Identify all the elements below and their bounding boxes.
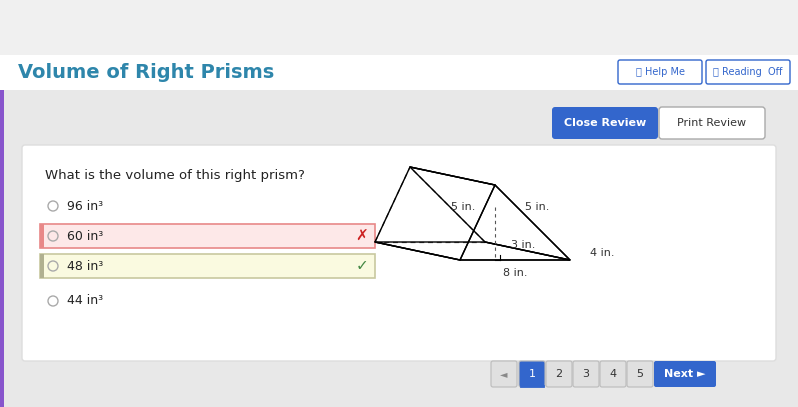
FancyBboxPatch shape <box>0 0 798 55</box>
Text: Next ►: Next ► <box>664 369 705 379</box>
FancyBboxPatch shape <box>22 145 776 361</box>
Text: Volume of Right Prisms: Volume of Right Prisms <box>18 63 275 83</box>
FancyBboxPatch shape <box>40 254 375 278</box>
Text: Close Review: Close Review <box>564 118 646 128</box>
FancyBboxPatch shape <box>627 361 653 387</box>
Text: 60 in³: 60 in³ <box>67 230 103 243</box>
Text: 1: 1 <box>528 369 535 379</box>
Text: ◄: ◄ <box>500 369 508 379</box>
FancyBboxPatch shape <box>552 107 658 139</box>
FancyBboxPatch shape <box>519 361 545 387</box>
FancyBboxPatch shape <box>654 361 716 387</box>
Text: 44 in³: 44 in³ <box>67 295 103 308</box>
Text: What is the volume of this right prism?: What is the volume of this right prism? <box>45 169 305 182</box>
FancyBboxPatch shape <box>573 361 599 387</box>
FancyBboxPatch shape <box>546 361 572 387</box>
Text: 🎧 Reading  Off: 🎧 Reading Off <box>713 67 783 77</box>
Text: ✗: ✗ <box>356 228 369 243</box>
FancyBboxPatch shape <box>618 60 702 84</box>
Text: 2: 2 <box>555 369 563 379</box>
FancyBboxPatch shape <box>40 224 375 248</box>
FancyBboxPatch shape <box>0 90 798 407</box>
Text: 4 in.: 4 in. <box>590 248 614 258</box>
Text: 5 in.: 5 in. <box>525 202 549 212</box>
FancyBboxPatch shape <box>491 361 517 387</box>
FancyBboxPatch shape <box>600 361 626 387</box>
FancyBboxPatch shape <box>706 60 790 84</box>
Text: 96 in³: 96 in³ <box>67 199 103 212</box>
Text: 4: 4 <box>610 369 617 379</box>
FancyBboxPatch shape <box>0 90 4 407</box>
Text: 🛈 Help Me: 🛈 Help Me <box>635 67 685 77</box>
Text: 48 in³: 48 in³ <box>67 260 103 273</box>
Text: Print Review: Print Review <box>678 118 747 128</box>
FancyBboxPatch shape <box>659 107 765 139</box>
Text: ✓: ✓ <box>356 258 369 274</box>
Text: 5: 5 <box>637 369 643 379</box>
Text: 5 in.: 5 in. <box>451 202 475 212</box>
Text: 3 in.: 3 in. <box>511 240 535 250</box>
FancyBboxPatch shape <box>40 224 44 248</box>
FancyBboxPatch shape <box>0 55 798 90</box>
Text: 3: 3 <box>583 369 590 379</box>
FancyBboxPatch shape <box>40 254 44 278</box>
Text: 8 in.: 8 in. <box>503 268 527 278</box>
